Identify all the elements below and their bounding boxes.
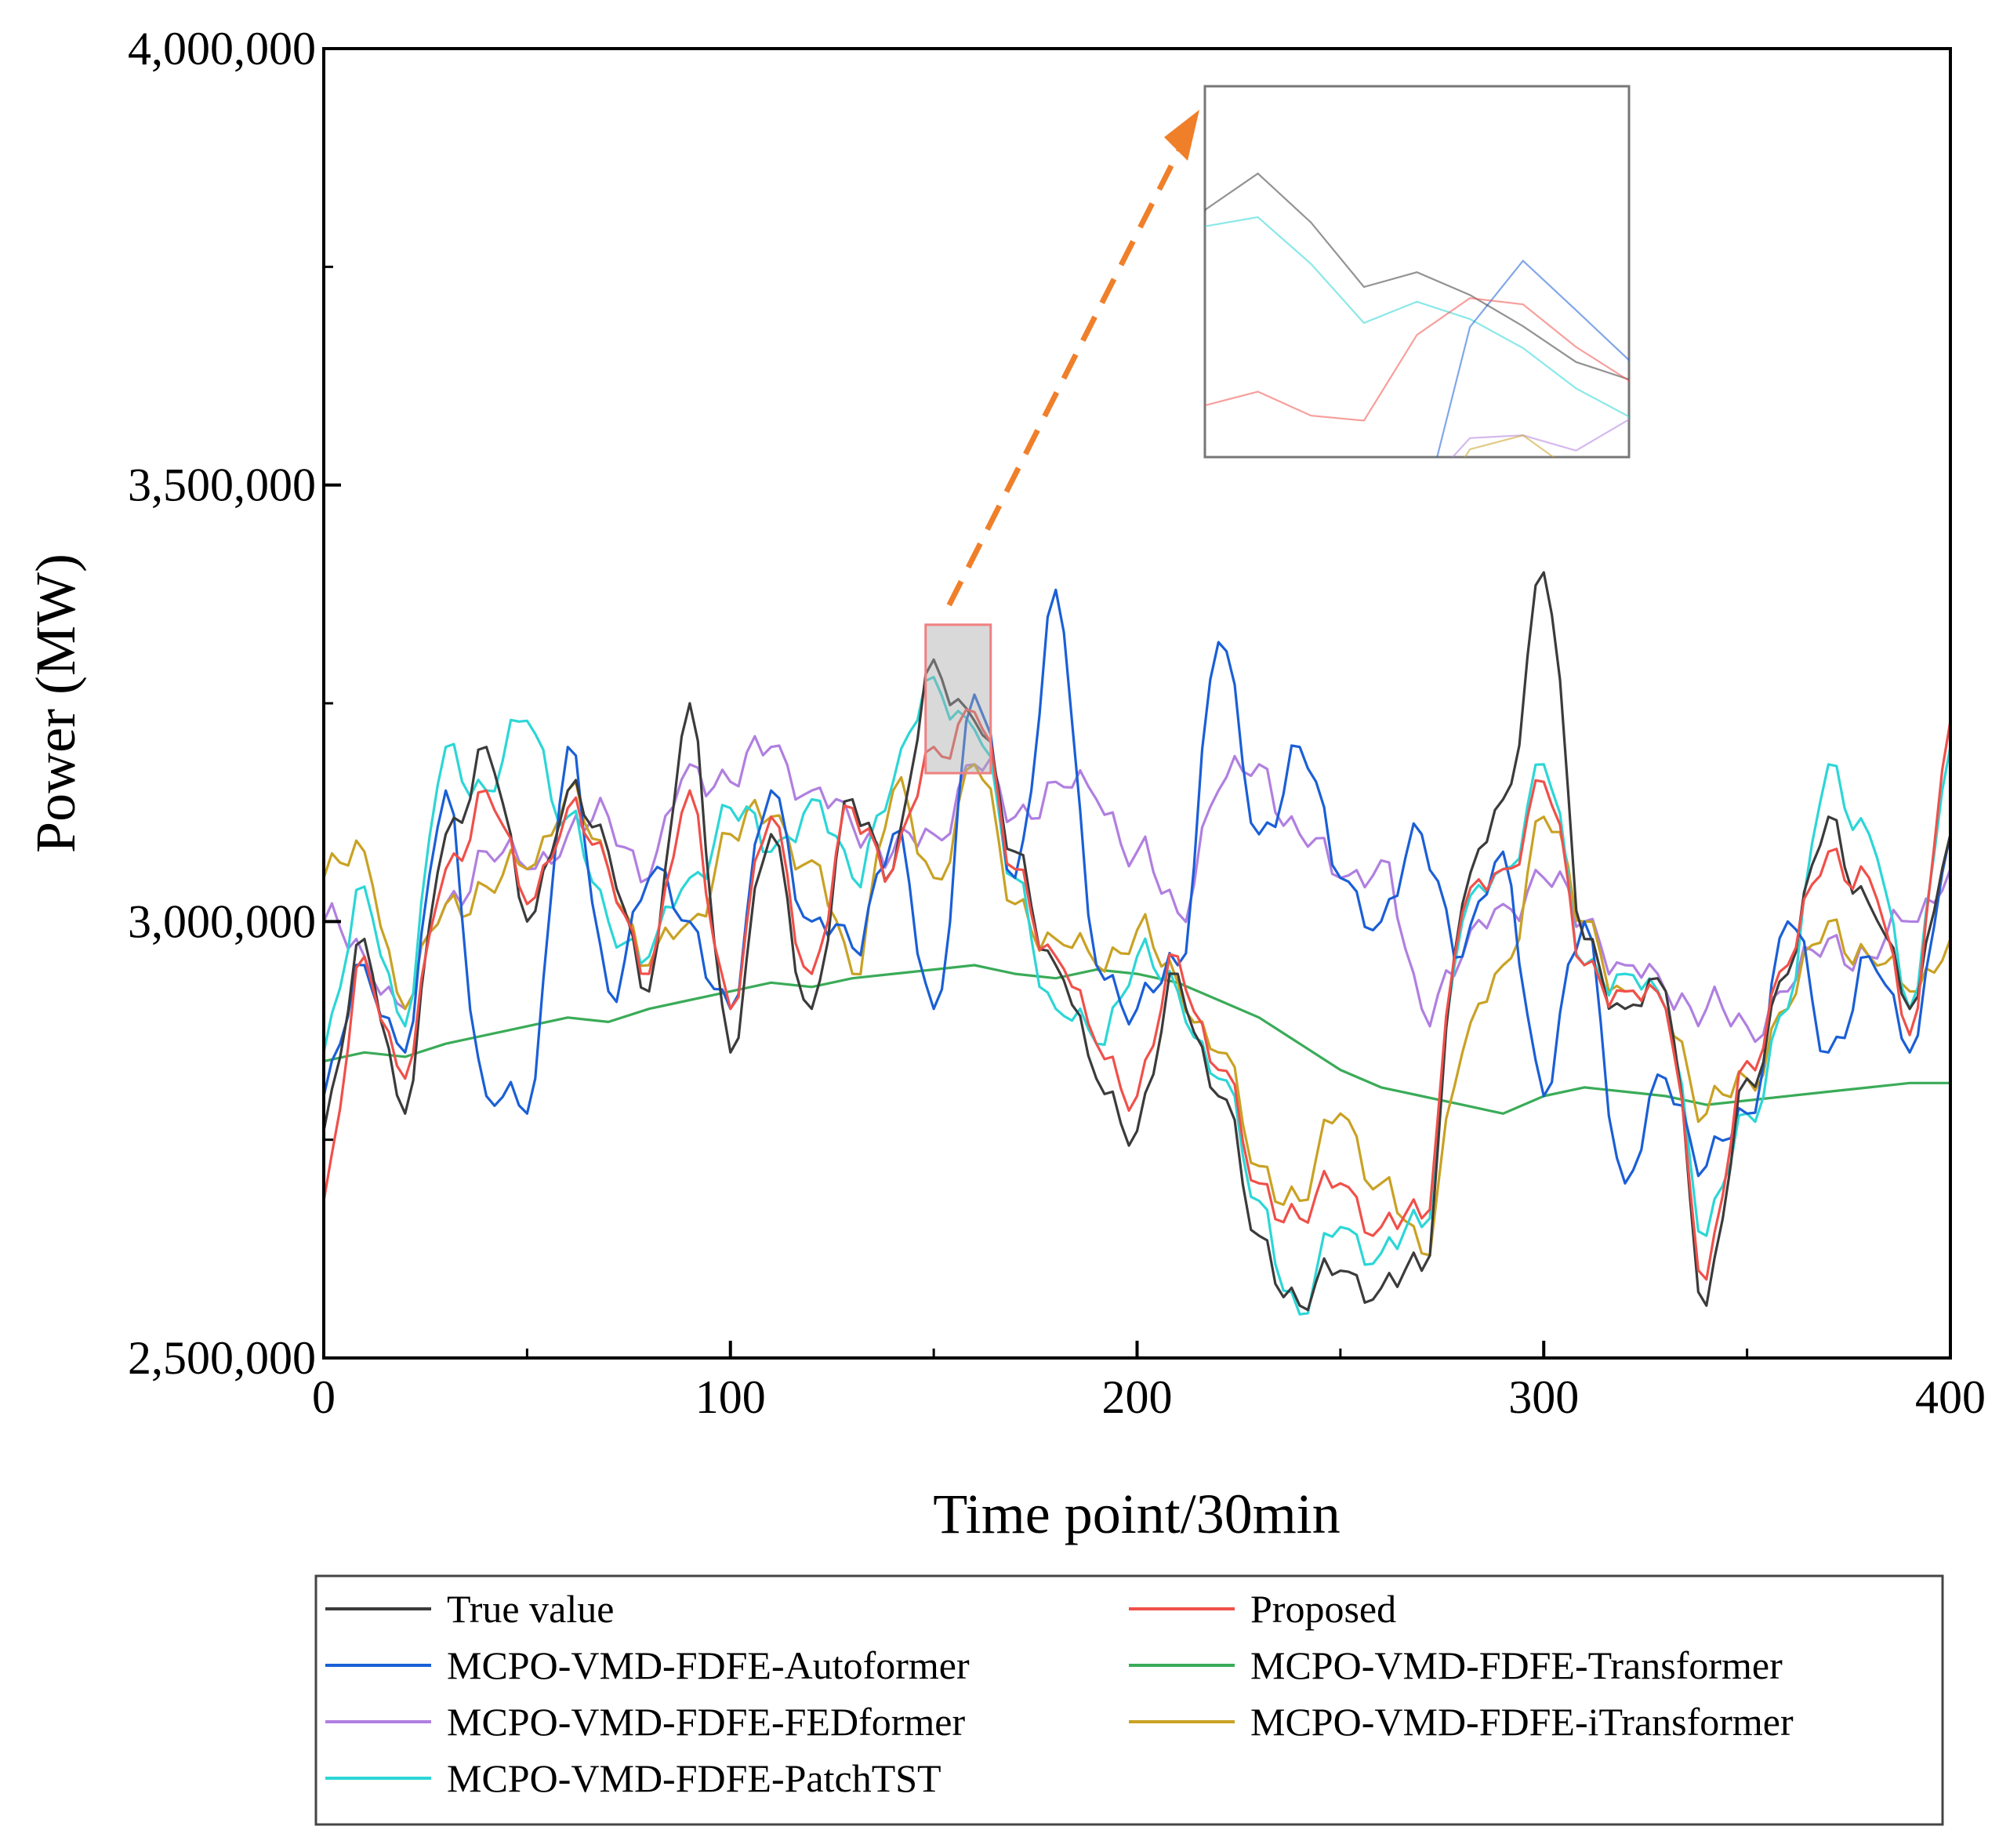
legend-box (314, 1574, 1944, 1826)
x-tick-label: 100 (695, 1371, 766, 1423)
y-tick-label: 2,500,000 (128, 1332, 316, 1384)
zoom-layer (924, 110, 1199, 775)
y-tick-label: 3,500,000 (128, 459, 316, 511)
series-line-proposed (324, 708, 1950, 1281)
y-tick-label: 4,000,000 (128, 23, 316, 74)
legend-label-true-value: True value (447, 1587, 614, 1631)
series-line-mcpo-vmd-fdfe-fedformer (324, 735, 1950, 1044)
legend-label-mcpo-vmd-fdfe-itransformer: MCPO-VMD-FDFE-iTransformer (1250, 1700, 1794, 1744)
zoom-region-box (924, 623, 992, 775)
inset-layer (1203, 85, 1631, 459)
x-axis-title: Time point/30min (933, 1483, 1340, 1545)
y-axis-title: Power (MW) (24, 554, 87, 853)
legend-label-mcpo-vmd-fdfe-transformer: MCPO-VMD-FDFE-Transformer (1250, 1643, 1783, 1687)
legend: True value Proposed MCPO-VMD-FDFE-Autoform… (314, 1574, 1944, 1826)
zoom-arrow-head (1164, 110, 1199, 161)
legend-label-proposed: Proposed (1250, 1587, 1396, 1631)
legend-label-mcpo-vmd-fdfe-patchtst: MCPO-VMD-FDFE-PatchTST (447, 1756, 941, 1800)
series-line-mcpo-vmd-fdfe-itransformer (324, 763, 1950, 1257)
x-tick-label: 300 (1508, 1371, 1579, 1423)
series-line-mcpo-vmd-fdfe-autoformer (324, 588, 1950, 1185)
series-line-mcpo-vmd-fdfe-transformer (324, 964, 1950, 1115)
series-layer (324, 571, 1950, 1316)
x-tick-label: 400 (1915, 1371, 1986, 1423)
legend-label-mcpo-vmd-fdfe-autoformer: MCPO-VMD-FDFE-Autoformer (447, 1643, 970, 1687)
zoom-arrow-line (946, 140, 1187, 607)
y-tick-label: 3,000,000 (128, 895, 316, 947)
legend-label-mcpo-vmd-fdfe-fedformer: MCPO-VMD-FDFE-FEDformer (447, 1700, 965, 1744)
x-tick-label: 0 (312, 1371, 336, 1423)
tick-layer: 0 100 200 300 400 2,500,000 3,000,000 3,500,000… (128, 23, 1986, 1423)
x-tick-label: 200 (1102, 1371, 1173, 1423)
